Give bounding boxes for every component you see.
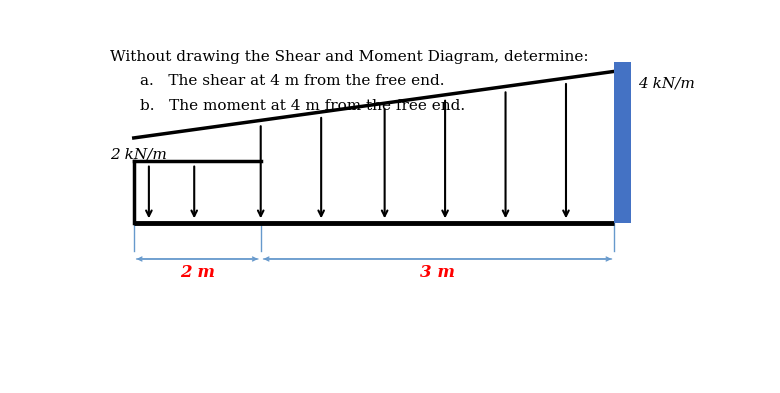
Text: 4 kN/m: 4 kN/m <box>639 77 696 90</box>
Text: a.   The shear at 4 m from the free end.: a. The shear at 4 m from the free end. <box>140 74 445 88</box>
Bar <box>615 62 631 223</box>
Text: b.   The moment at 4 m from the free end.: b. The moment at 4 m from the free end. <box>140 99 465 113</box>
Text: Without drawing the Shear and Moment Diagram, determine:: Without drawing the Shear and Moment Dia… <box>109 50 588 64</box>
Text: 2 m: 2 m <box>179 264 214 281</box>
Text: 2 kN/m: 2 kN/m <box>109 148 166 162</box>
Text: 3 m: 3 m <box>420 264 455 281</box>
